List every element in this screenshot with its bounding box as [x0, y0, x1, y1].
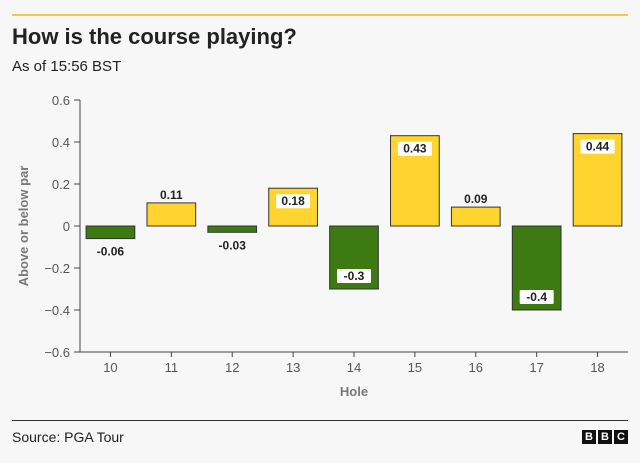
logo-letter: B: [598, 430, 612, 444]
data-label: 0.18: [276, 194, 311, 209]
data-label: -0.4: [519, 290, 554, 304]
source-note: Source: PGA Tour: [12, 429, 124, 445]
data-label-background: [580, 139, 615, 154]
bar: [146, 202, 197, 227]
logo-letter: B: [582, 430, 596, 444]
footer-rule: [12, 420, 628, 421]
y-tick-label: 0.6: [52, 93, 70, 108]
y-axis-title: Above or below par: [16, 166, 31, 287]
y-tick-label: 0: [63, 219, 70, 234]
y-tick-label: −0.2: [44, 261, 70, 276]
x-tick-label: 15: [408, 360, 422, 375]
bbc-logo: B B C: [582, 430, 628, 444]
data-label-background: [397, 141, 432, 156]
data-label-text: -0.03: [219, 238, 247, 252]
data-label-text: 0.11: [160, 188, 183, 202]
bar: [450, 206, 501, 227]
data-label: 0.43: [397, 141, 432, 156]
data-label-text: -0.3: [344, 269, 365, 283]
y-axis: 0.6 0.4 0.2 0 −0.2 −0.4 −0.6: [44, 93, 81, 360]
y-tick-label: 0.4: [52, 135, 70, 150]
data-label: -0.06: [97, 245, 125, 259]
bar: [85, 225, 136, 240]
x-tick-label: 11: [165, 360, 179, 375]
x-tick-label: 12: [225, 360, 239, 375]
data-label: -0.03: [219, 238, 247, 252]
y-tick-label: 0.2: [52, 177, 70, 192]
data-label-text: 0.44: [586, 140, 610, 154]
data-label-background: [519, 290, 554, 304]
bars: -0.06 0.11 -0.03 0.18 -0.3 0.43 0.09 -0.4 0.44: [85, 133, 623, 311]
data-label-background: [276, 194, 311, 209]
x-tick-label: 13: [286, 360, 300, 375]
x-tick-label: 18: [590, 360, 604, 375]
x-axis-title: Hole: [340, 384, 368, 399]
top-accent-rule: [12, 14, 628, 16]
data-label: 0.44: [580, 139, 615, 154]
x-tick-label: 17: [529, 360, 543, 375]
x-tick-label: 10: [103, 360, 117, 375]
data-label: -0.3: [337, 269, 371, 283]
y-tick-label: −0.4: [44, 303, 70, 318]
data-label: 0.09: [464, 192, 488, 206]
data-label-text: 0.43: [403, 142, 427, 156]
data-label-text: -0.4: [526, 290, 547, 304]
bar: [207, 225, 258, 233]
data-label: 0.11: [160, 188, 183, 202]
page-title: How is the course playing?: [12, 24, 297, 49]
data-label-text: 0.18: [281, 194, 305, 208]
x-axis: 10 11 12 13 14 15 16 17 18: [80, 351, 628, 375]
data-label-text: 0.09: [464, 192, 488, 206]
page-subtitle: As of 15:56 BST: [12, 58, 122, 75]
data-label-background: [337, 269, 371, 283]
data-label-text: -0.06: [97, 245, 125, 259]
x-tick-label: 14: [347, 360, 361, 375]
logo-letter: C: [614, 430, 628, 444]
bar-chart: 0.60.40.20−0.2−0.4−0.6 10 11 12 13 14 15 16 17 1…: [16, 93, 628, 399]
x-tick-label: 16: [469, 360, 483, 375]
y-tick-label: −0.6: [44, 345, 70, 360]
